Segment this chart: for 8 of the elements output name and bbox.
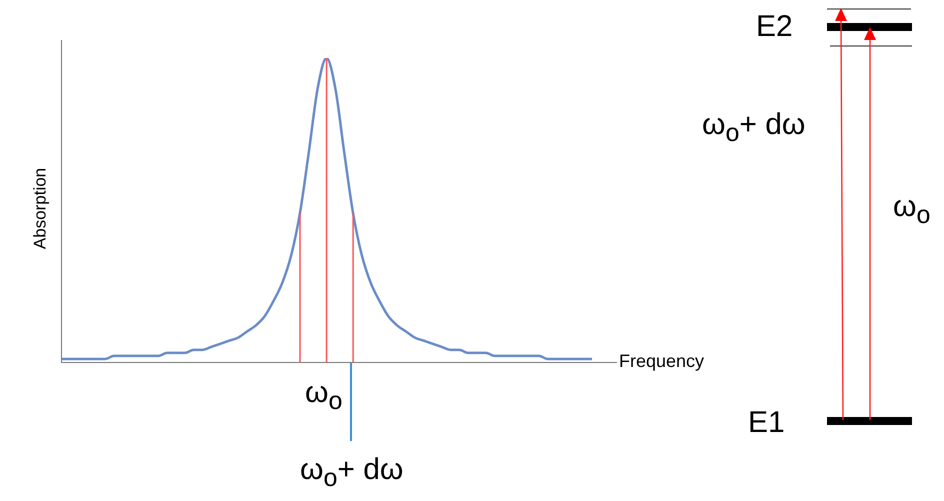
text: ω$_{o}$	[893, 190, 930, 229]
x-axis-title: Frequency	[619, 351, 704, 371]
text: E1	[748, 406, 785, 439]
text: ω$_{o}$+ dω	[702, 108, 806, 147]
text: ω$_{o}$	[305, 376, 342, 415]
text: ω$_{o}$+ dω	[300, 453, 404, 492]
y-axis-title: Absorption	[30, 166, 50, 252]
text: E2	[756, 10, 793, 43]
